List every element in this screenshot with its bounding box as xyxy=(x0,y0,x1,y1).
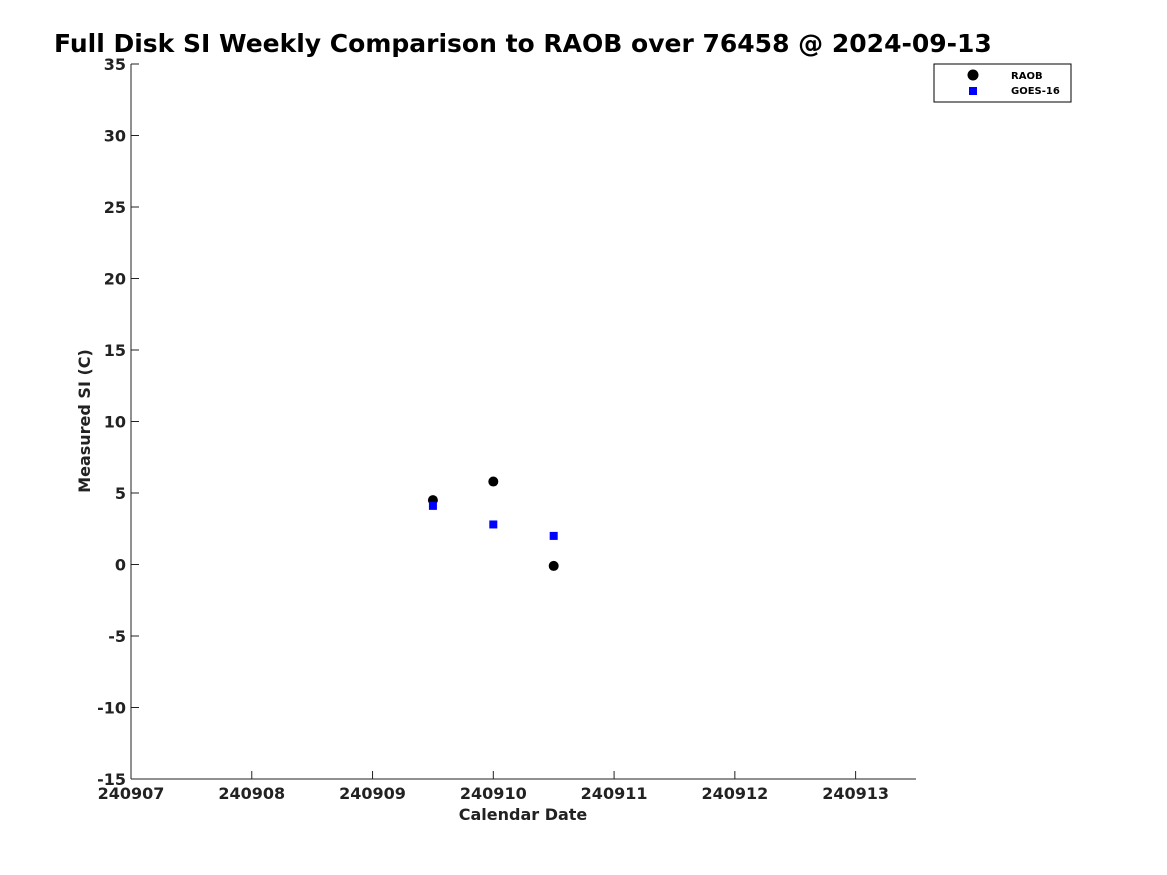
y-tick-label: 20 xyxy=(104,270,126,289)
legend-box xyxy=(933,63,1072,103)
legend-raob-marker xyxy=(967,69,979,81)
legend-goes16-label: GOES-16 xyxy=(1011,86,1060,97)
x-ticks: 240907 240908 240909 240910 240911 240912 2409… xyxy=(98,771,889,803)
y-ticks: 35 30 25 20 15 10 5 0 -5 -10 -15 xyxy=(97,55,139,789)
y-tick-label: 35 xyxy=(104,55,126,74)
data-point-raob xyxy=(488,476,499,487)
y-axis-label: Measured SI (C) xyxy=(75,349,94,493)
y-tick-label: -15 xyxy=(97,770,126,789)
chart-title: Full Disk SI Weekly Comparison to RAOB o… xyxy=(54,29,992,58)
y-tick-label: 30 xyxy=(104,127,126,146)
x-tick-label: 240913 xyxy=(822,784,889,803)
x-axis-label: Calendar Date xyxy=(459,805,588,824)
legend-raob-label: RAOB xyxy=(1011,71,1043,82)
y-tick-label: 5 xyxy=(115,484,126,503)
legend-goes16-marker xyxy=(969,87,977,95)
x-tick-label: 240911 xyxy=(581,784,648,803)
data-point-goes-16 xyxy=(428,501,437,510)
x-tick-label: 240909 xyxy=(339,784,406,803)
y-tick-label: -5 xyxy=(108,627,126,646)
x-tick-label: 240908 xyxy=(218,784,285,803)
y-tick-label: 25 xyxy=(104,198,126,217)
x-tick-label: 240907 xyxy=(98,784,165,803)
data-point-raob xyxy=(548,560,559,571)
data-point-goes-16 xyxy=(549,531,558,540)
y-tick-label: 15 xyxy=(104,341,126,360)
data-points xyxy=(427,476,559,571)
y-tick-label: -10 xyxy=(97,699,126,718)
data-point-goes-16 xyxy=(489,520,498,529)
plot-axes xyxy=(130,64,916,780)
y-tick-label: 10 xyxy=(104,413,126,432)
x-tick-label: 240912 xyxy=(701,784,768,803)
x-tick-label: 240910 xyxy=(460,784,527,803)
legend: RAOB GOES-16 xyxy=(933,63,1072,103)
y-tick-label: 0 xyxy=(115,556,126,575)
